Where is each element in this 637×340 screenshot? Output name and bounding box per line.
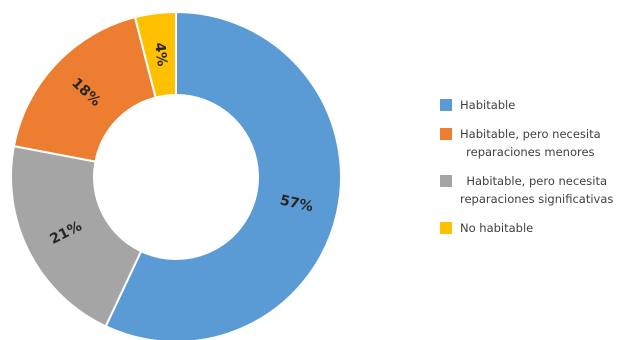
legend-label-line1: Habitable, pero necesita [460, 127, 601, 141]
legend-item-no-habitable: No habitable [440, 219, 635, 237]
legend-swatch-habitable [440, 99, 452, 111]
legend-label-line1: Habitable, pero necesita [466, 174, 608, 188]
legend-swatch-reparaciones-menores [440, 128, 452, 140]
legend-item-habitable: Habitable [440, 96, 635, 114]
legend-label: No habitable [460, 221, 534, 235]
legend-label: Habitable [460, 98, 516, 112]
legend-item-reparaciones-menores: Habitable, pero necesita reparaciones me… [440, 125, 635, 161]
slice-label-no-habitable: 4% [151, 42, 170, 68]
slice-habitable [104, 10, 342, 340]
legend-label-line2: reparaciones significativas [460, 192, 614, 206]
legend-label-line2: reparaciones menores [466, 145, 595, 159]
donut-slices [10, 10, 342, 340]
slice-reparaciones-menores [12, 15, 157, 163]
legend-swatch-reparaciones-significativas [440, 175, 452, 187]
legend-item-reparaciones-significativas: Habitable, pero necesita reparaciones si… [440, 172, 635, 208]
slice-no-habitable [133, 10, 177, 99]
chart-legend: Habitable Habitable, pero necesita repar… [440, 96, 635, 248]
slice-reparaciones-significativas [10, 144, 143, 328]
slice-label-habitable: 57% [278, 192, 314, 215]
legend-swatch-no-habitable [440, 222, 452, 234]
